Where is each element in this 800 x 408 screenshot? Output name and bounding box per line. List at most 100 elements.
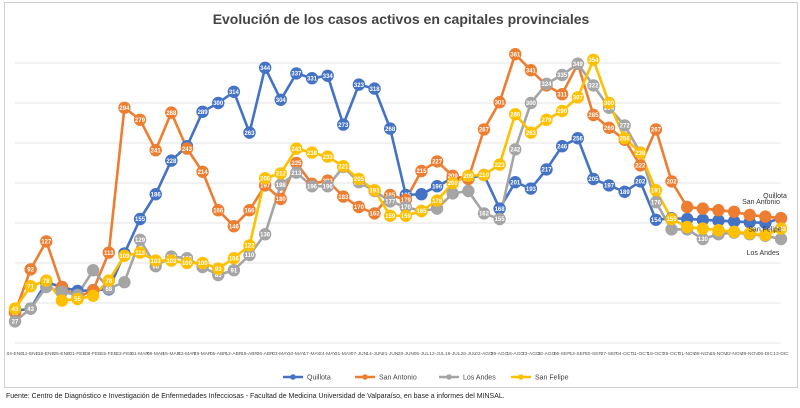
data-point: [165, 254, 178, 267]
data-label: 238: [635, 151, 646, 157]
data-point: [290, 142, 303, 155]
x-tick-label: 13-DIC: [773, 351, 789, 357]
data-label: 100: [198, 261, 209, 267]
data-point: [540, 163, 553, 176]
data-point: [165, 106, 178, 119]
data-label: 300: [213, 101, 224, 107]
data-label: 301: [495, 100, 506, 106]
data-label: 183: [338, 195, 349, 201]
data-point: [774, 212, 788, 225]
data-label: 93: [215, 267, 222, 273]
data-label: 170: [401, 205, 412, 211]
data-point: [665, 223, 678, 236]
data-label: 307: [573, 96, 584, 102]
data-point: [258, 172, 272, 185]
x-tick-label: 10-MAY: [288, 351, 306, 357]
data-point: [727, 225, 741, 238]
x-tick-label: 19-JUL: [445, 351, 461, 357]
data-point: [86, 264, 100, 277]
legend-marker: [362, 374, 368, 380]
data-label: 92: [27, 268, 34, 274]
data-point: [196, 105, 209, 119]
data-point: [555, 68, 569, 82]
data-label: 162: [479, 212, 490, 218]
data-label: 196: [432, 184, 443, 190]
data-point: [415, 188, 428, 201]
data-label: 300: [604, 101, 615, 107]
data-label: 263: [244, 131, 255, 137]
data-point: [212, 96, 225, 110]
data-label: 166: [213, 208, 224, 214]
data-point: [212, 204, 225, 217]
data-label: 344: [260, 66, 271, 72]
data-point: [55, 294, 69, 307]
x-tick-label: 18-OCT: [647, 351, 664, 357]
data-point: [587, 79, 600, 92]
legend-marker: [518, 374, 524, 380]
data-label: 221: [338, 164, 349, 170]
data-label: 294: [119, 106, 130, 112]
data-point: [118, 101, 131, 115]
data-point: [71, 292, 84, 306]
data-label: 71: [27, 284, 34, 290]
data-point: [383, 209, 397, 222]
x-tick-label: 25-ENE: [53, 351, 70, 357]
data-label: 214: [198, 170, 209, 176]
data-label: 78: [105, 279, 112, 285]
data-label: 155: [495, 217, 506, 223]
data-point: [212, 262, 225, 275]
data-point: [243, 204, 256, 217]
data-point: [399, 209, 413, 222]
data-label: 170: [354, 205, 365, 211]
data-point: [587, 108, 600, 122]
data-point: [383, 122, 397, 135]
data-point: [649, 123, 663, 136]
data-point: [493, 202, 506, 215]
data-point: [774, 232, 788, 246]
data-point: [634, 146, 647, 159]
data-point: [86, 289, 100, 302]
data-label: 267: [479, 128, 490, 134]
series-line-0: [14, 66, 782, 313]
data-label: 129: [135, 238, 146, 244]
data-label: 166: [244, 208, 255, 214]
x-tick-label: 09-AGO: [491, 351, 509, 357]
data-point: [40, 274, 53, 287]
data-label: 341: [526, 68, 537, 74]
data-point: [524, 63, 538, 77]
data-label: 227: [432, 160, 443, 166]
chart-frame: Evolución de los casos activos en capita…: [4, 2, 798, 388]
data-point: [40, 235, 53, 248]
x-tick-label: 08-FEB: [85, 351, 101, 357]
data-label: 55: [74, 297, 81, 303]
data-label: 289: [198, 110, 209, 116]
data-label: 159: [401, 214, 412, 220]
data-label: 318: [370, 87, 381, 93]
series-end-label: San Antonio: [742, 199, 780, 206]
data-label: 196: [307, 184, 318, 190]
data-point: [337, 160, 350, 173]
data-point: [509, 48, 522, 61]
data-point: [227, 264, 241, 277]
data-label: 210: [479, 173, 490, 179]
x-tick-label: 26-JUL: [461, 351, 477, 357]
data-point: [368, 82, 381, 95]
data-label: 176: [651, 200, 662, 206]
data-label: 213: [291, 171, 302, 177]
x-tick-label: 15-MAR: [163, 351, 181, 357]
data-label: 273: [338, 123, 349, 129]
data-point: [712, 204, 725, 217]
data-point: [618, 132, 631, 145]
data-label: 286: [510, 112, 521, 118]
data-point: [524, 96, 538, 110]
data-point: [571, 132, 584, 145]
data-point: [712, 224, 725, 237]
x-tick-label: 03-MAY: [272, 351, 290, 357]
data-point: [509, 108, 522, 121]
data-label: 349: [573, 62, 584, 68]
series-end-label: San Felipe: [748, 227, 782, 234]
x-tick-label: 14-JUN: [366, 351, 383, 357]
data-point: [305, 72, 319, 85]
data-point: [352, 172, 366, 186]
data-point: [227, 220, 241, 233]
